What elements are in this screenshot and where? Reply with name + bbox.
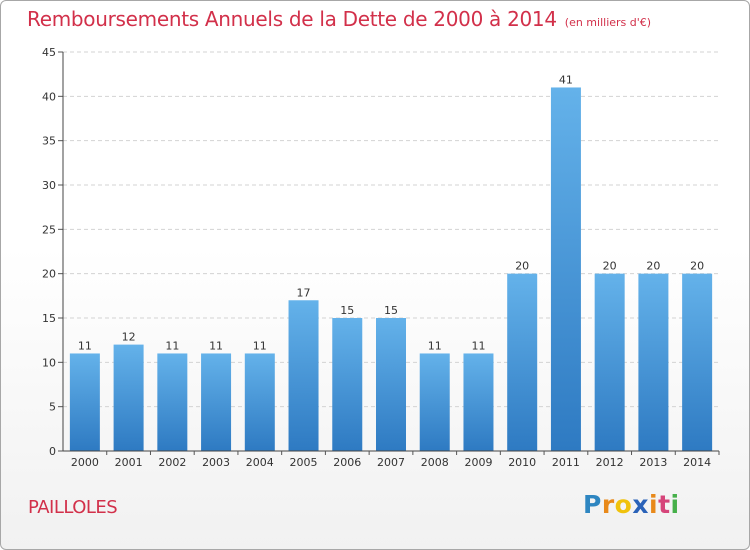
x-tick-label: 2000 (71, 456, 99, 469)
data-label-2008: 11 (428, 339, 442, 352)
bar-2008 (419, 353, 450, 451)
data-label-2004: 11 (253, 339, 267, 352)
logo-letter: i (649, 490, 659, 519)
bar-2010 (507, 273, 538, 451)
bar-2009 (463, 353, 494, 451)
x-tick-label: 2010 (508, 456, 536, 469)
data-label-2006: 15 (340, 304, 354, 317)
x-tick-label: 2007 (377, 456, 405, 469)
x-tick-label: 2013 (639, 456, 667, 469)
y-tick-label: 10 (42, 356, 56, 369)
x-tick-label: 2003 (202, 456, 230, 469)
logo-letter: P (583, 490, 602, 519)
data-label-2005: 17 (297, 286, 311, 299)
data-label-2009: 11 (471, 339, 485, 352)
bars (69, 87, 713, 451)
y-tick-label: 0 (49, 445, 56, 458)
y-tick-label: 45 (42, 46, 56, 59)
data-label-2002: 11 (165, 339, 179, 352)
logo-letter: r (601, 490, 615, 519)
data-label-2007: 15 (384, 304, 398, 317)
y-tick-label: 25 (42, 223, 56, 236)
data-label-2010: 20 (515, 260, 529, 273)
y-tick-label: 35 (42, 135, 56, 148)
data-label-2014: 20 (690, 260, 704, 273)
data-label-2001: 12 (122, 331, 136, 344)
logo-letter: x (632, 490, 649, 519)
bar-2000 (69, 353, 100, 451)
data-label-2013: 20 (646, 260, 660, 273)
logo-letter: i (670, 490, 680, 519)
data-label-2011: 41 (559, 73, 573, 86)
bar-2011 (550, 87, 581, 451)
bar-2014 (682, 273, 713, 451)
x-tick-label: 2014 (683, 456, 711, 469)
y-tick-label: 40 (42, 90, 56, 103)
bar-2006 (332, 318, 363, 451)
y-tick-label: 15 (42, 312, 56, 325)
x-tick-label: 2005 (290, 456, 318, 469)
bar-2007 (376, 318, 406, 451)
x-tick-label: 2006 (333, 456, 361, 469)
x-tick-label: 2009 (464, 456, 492, 469)
commune-name: PAILLOLES (28, 497, 118, 518)
x-tick-label: 2011 (552, 456, 580, 469)
y-tick-label: 5 (49, 401, 56, 414)
logo-letter: o (614, 490, 633, 519)
axes (62, 52, 719, 452)
bar-2012 (594, 273, 625, 451)
y-tick-label: 30 (42, 179, 56, 192)
bar-2004 (244, 353, 275, 451)
y-tick-label: 20 (42, 268, 56, 281)
x-tick-label: 2012 (596, 456, 624, 469)
chart-subtitle: (en milliers d'€) (564, 16, 652, 29)
proxiti-logo: Proxiti (583, 490, 680, 519)
x-axis-tick-labels: 2000 2001 2002 2003 2004 2005 2006 2007 2008 2009… (71, 451, 720, 469)
bar-2003 (201, 353, 232, 451)
x-tick-label: 2001 (115, 456, 143, 469)
data-label-2000: 11 (78, 339, 92, 352)
chart-title: Remboursements Annuels de la Dette de 20… (27, 7, 557, 31)
data-label-2012: 20 (603, 260, 617, 273)
data-labels: 11 12 11 11 11 17 15 15 11 11 20 41 20 20 20 (78, 73, 704, 352)
bar-2001 (113, 344, 144, 451)
logo-letter: t (658, 490, 671, 519)
bar-2002 (157, 353, 188, 451)
y-axis-tick-labels: 0 5 10 15 20 25 30 35 40 45 (42, 46, 56, 458)
x-tick-label: 2002 (158, 456, 186, 469)
bar-2005 (288, 300, 319, 451)
x-tick-label: 2008 (421, 456, 449, 469)
chart-title-block: Remboursements Annuels de la Dette de 20… (27, 7, 651, 31)
data-label-2003: 11 (209, 339, 223, 352)
x-tick-label: 2004 (246, 456, 274, 469)
bar-2013 (638, 273, 669, 451)
